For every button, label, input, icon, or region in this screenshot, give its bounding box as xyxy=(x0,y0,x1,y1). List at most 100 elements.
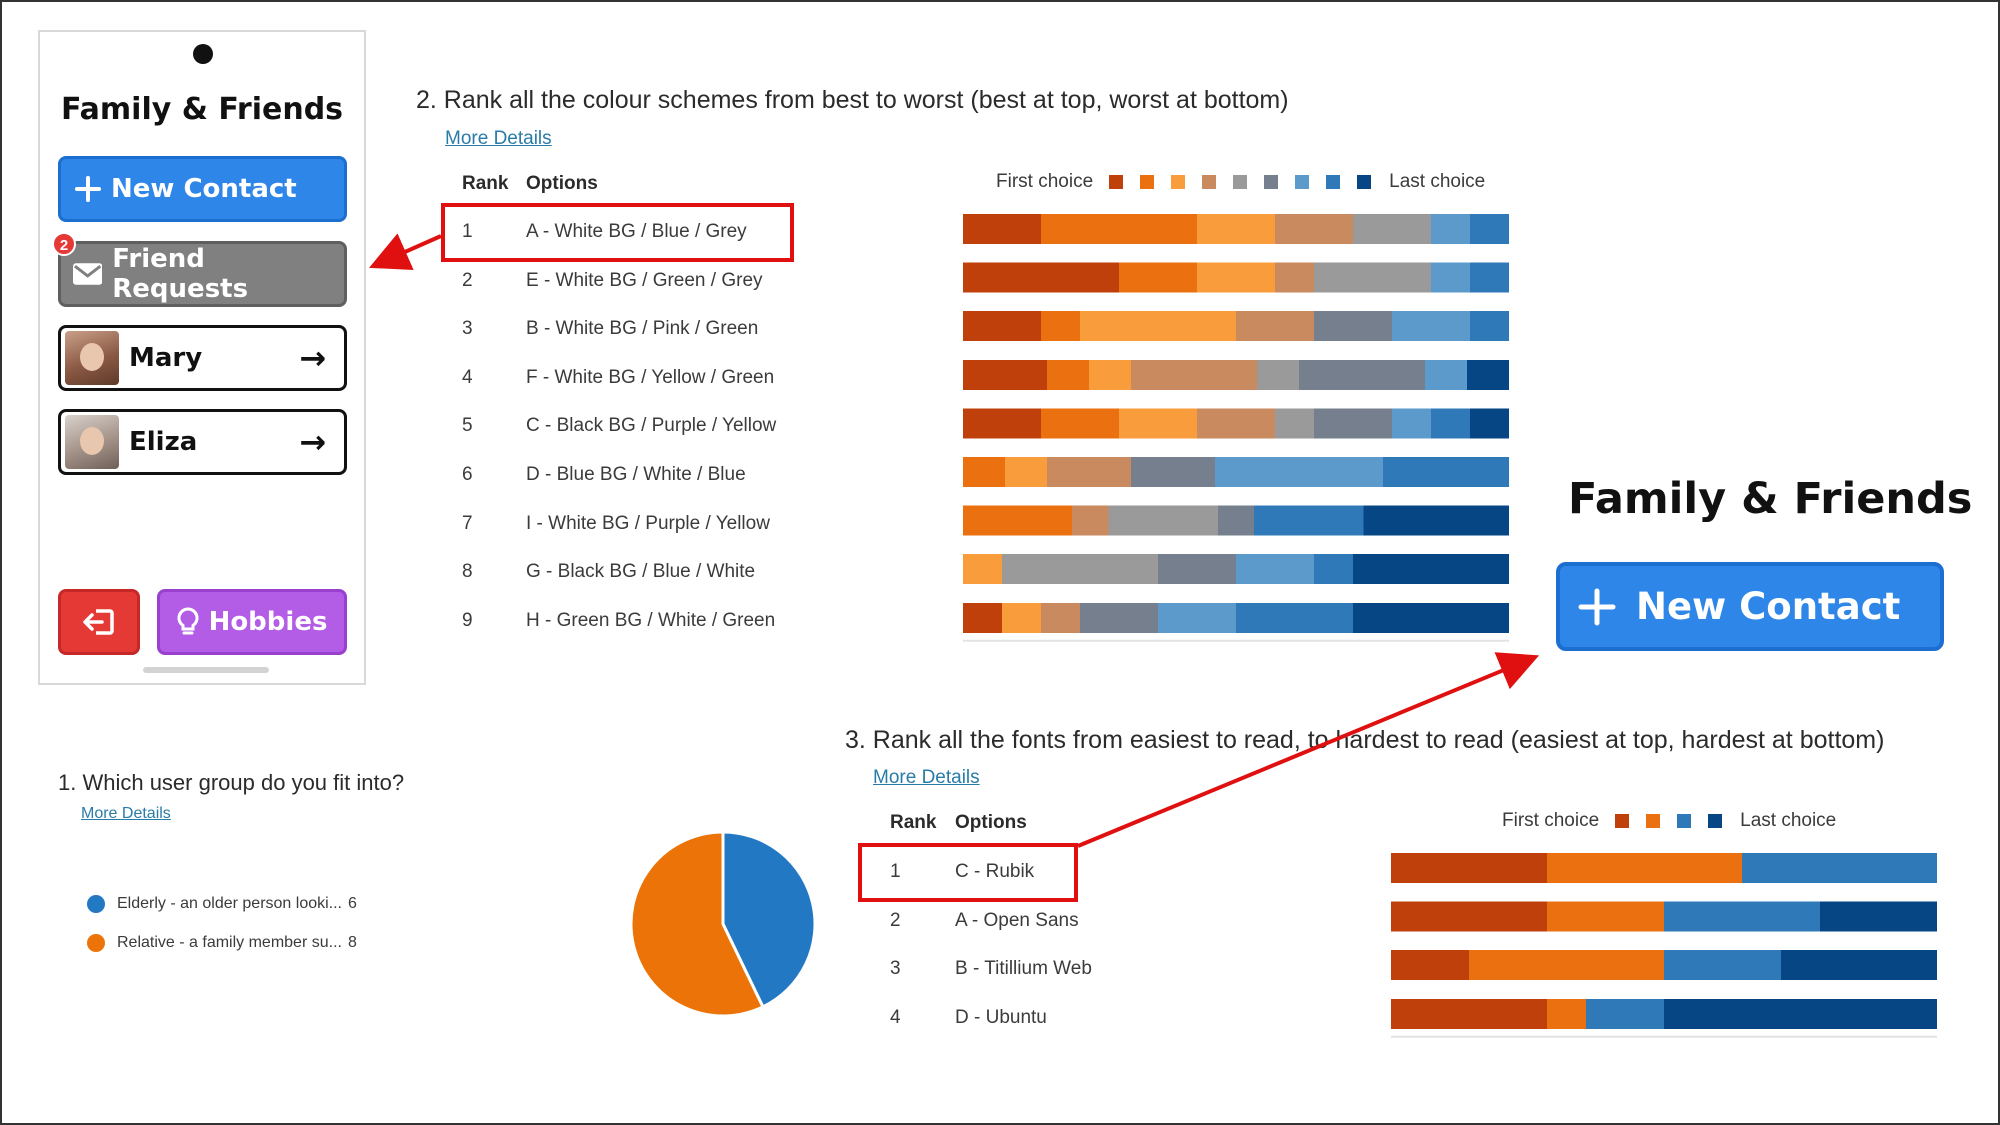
bar-segment xyxy=(1391,998,1547,1029)
q3-more-details-link[interactable]: More Details xyxy=(873,767,980,788)
q3-top-choice-highlight xyxy=(858,843,1078,902)
plus-icon xyxy=(75,176,101,202)
q2-top-choice-highlight xyxy=(441,203,794,262)
bar-segment xyxy=(1664,901,1820,932)
bar-segment xyxy=(1041,408,1119,439)
lightbulb-icon xyxy=(177,607,199,635)
bar-segment xyxy=(1431,408,1470,439)
option-cell: A - Open Sans xyxy=(955,909,1079,931)
legend-swatch xyxy=(1708,814,1723,828)
q1-pie-chart xyxy=(629,830,817,1018)
bar-segment xyxy=(963,602,1002,633)
bar-segment xyxy=(1131,457,1215,487)
rank-cell: 2 xyxy=(462,269,473,291)
bar-segment xyxy=(1314,554,1353,585)
rank-cell: 2 xyxy=(890,909,901,931)
phone-camera xyxy=(193,44,213,64)
bar-segment xyxy=(1470,214,1509,244)
bar-segment xyxy=(1363,505,1509,536)
legend-dot xyxy=(87,934,105,952)
bar-segment xyxy=(963,408,1041,439)
q1-legend-item-relative: Relative - a family member su... xyxy=(87,934,342,952)
bar-segment xyxy=(1041,602,1080,633)
rank-cell: 1 xyxy=(890,861,901,882)
rank-cell: 4 xyxy=(462,366,473,388)
legend-swatch xyxy=(1357,175,1372,189)
new-contact-button[interactable]: New Contact xyxy=(58,156,347,222)
bar-segment xyxy=(1072,505,1109,536)
legend-dot xyxy=(87,895,105,913)
bar-segment xyxy=(1197,262,1275,293)
q3-options-header: Options xyxy=(955,812,1027,833)
bar-segment xyxy=(1119,262,1197,293)
logout-button[interactable] xyxy=(58,589,140,655)
bar-segment xyxy=(1469,950,1664,981)
rank-cell: 4 xyxy=(890,1006,901,1028)
bar-segment xyxy=(963,505,1073,536)
bar-segment xyxy=(1197,214,1275,244)
bar-segment xyxy=(1431,262,1470,293)
bar-segment xyxy=(1781,950,1937,981)
bar-segment xyxy=(1236,311,1314,342)
bar-segment xyxy=(963,359,1047,390)
legend-first-choice: First choice xyxy=(996,171,1094,192)
zoomed-new-contact-button[interactable]: New Contact xyxy=(1556,562,1944,651)
bar-segment xyxy=(1391,950,1469,981)
contact-eliza-button[interactable]: Eliza → xyxy=(58,409,347,475)
bar-segment xyxy=(963,457,1005,487)
scrollbar[interactable] xyxy=(143,667,269,673)
bar-segment xyxy=(1314,311,1392,342)
friend-requests-button[interactable]: Friend Requests xyxy=(58,241,347,307)
new-contact-label: New Contact xyxy=(111,174,297,204)
avatar xyxy=(65,331,119,385)
hobbies-label: Hobbies xyxy=(208,607,328,637)
bar-segment xyxy=(1041,311,1080,342)
app-title: Family & Friends xyxy=(60,92,344,127)
bar-segment xyxy=(1664,950,1781,981)
q1-more-details-link[interactable]: More Details xyxy=(81,805,171,822)
bar-segment xyxy=(1119,408,1197,439)
bar-segment xyxy=(1353,214,1431,244)
bar-segment xyxy=(1586,998,1664,1029)
option-cell: I - White BG / Purple / Yellow xyxy=(526,512,770,534)
bar-segment xyxy=(1257,359,1299,390)
bar-segment xyxy=(1820,901,1937,932)
hobbies-button[interactable]: Hobbies xyxy=(157,589,347,655)
bar-segment xyxy=(1131,359,1257,390)
legend-swatch xyxy=(1109,175,1124,189)
bar-segment xyxy=(963,554,1002,585)
q2-more-details-link[interactable]: More Details xyxy=(445,128,552,149)
bar-segment xyxy=(963,311,1041,342)
bar-segment xyxy=(963,214,1041,244)
arrow-right-icon: → xyxy=(299,423,326,461)
rank-cell: 3 xyxy=(462,318,473,340)
legend-swatch xyxy=(1233,175,1248,189)
legend-swatch xyxy=(1295,175,1310,189)
bar-segment xyxy=(1664,998,1937,1029)
bar-segment xyxy=(1158,602,1236,633)
option-cell: G - Black BG / Blue / White xyxy=(526,561,756,583)
zoomed-new-contact-label: New Contact xyxy=(1636,585,1901,628)
friend-requests-label: Friend Requests xyxy=(112,244,249,304)
legend-swatch xyxy=(1326,175,1341,189)
legend-count: 8 xyxy=(348,934,357,951)
option-cell: F - White BG / Yellow / Green xyxy=(526,366,775,388)
bar-segment xyxy=(1353,554,1509,585)
q2-legend: First choice Last choice xyxy=(996,171,1485,193)
bar-segment xyxy=(1275,262,1314,293)
option-cell: A - White BG / Blue / Grey xyxy=(526,221,747,242)
contact-mary-button[interactable]: Mary → xyxy=(58,325,347,391)
legend-swatch xyxy=(1677,814,1692,828)
rank-cell: 8 xyxy=(462,561,473,583)
bar-segment xyxy=(1470,408,1509,439)
bar-segment xyxy=(1215,457,1383,487)
rank-cell: 5 xyxy=(462,415,473,437)
bar-segment xyxy=(1383,457,1509,487)
bar-segment xyxy=(1089,359,1131,390)
q2-options-header: Options xyxy=(526,173,598,194)
bar-segment xyxy=(1002,554,1158,585)
bar-segment xyxy=(1299,359,1425,390)
bar-segment xyxy=(1005,457,1047,487)
bar-segment xyxy=(1314,262,1431,293)
